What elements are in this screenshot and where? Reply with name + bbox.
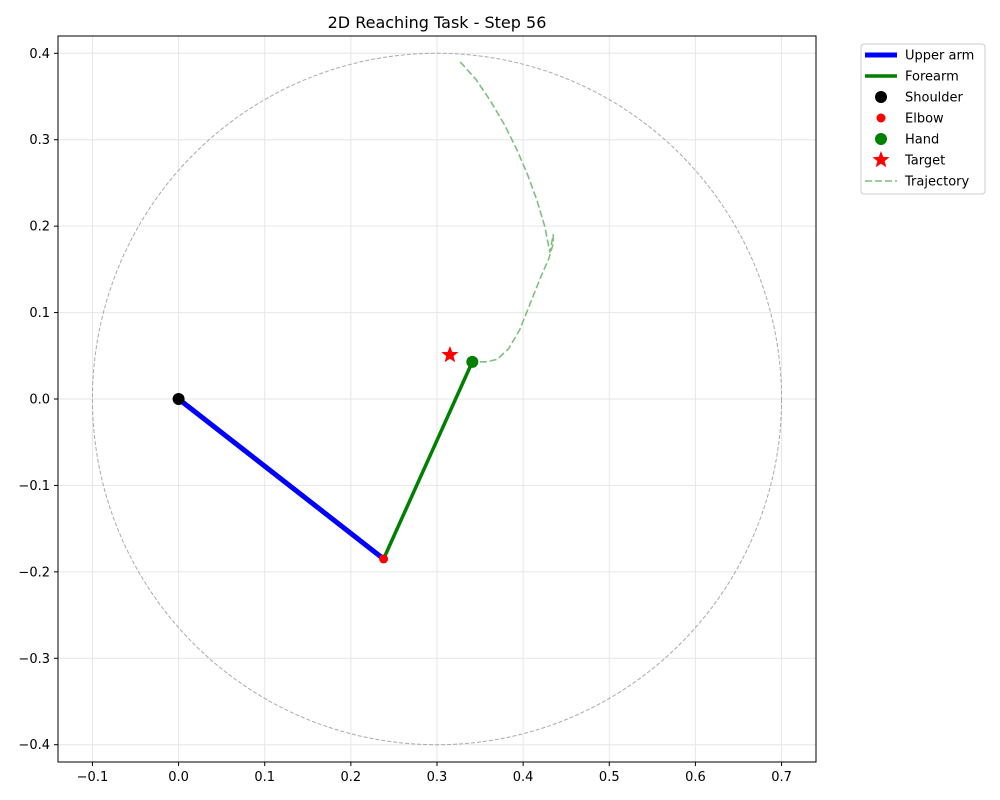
- target-marker: [441, 345, 459, 363]
- chart-title: 2D Reaching Task - Step 56: [328, 13, 547, 32]
- axis-ticks: −0.1 0.0 0.1 0.2 0.3 0.4 0.5 0.6 0.7 0.4 0.3 0.2 0.1…: [18, 47, 791, 785]
- y-tick-label: −0.3: [18, 652, 50, 667]
- x-tick-label: 0.7: [771, 770, 792, 785]
- grid: [58, 36, 816, 762]
- y-tick-label: 0.0: [29, 393, 50, 408]
- x-tick-label: 0.1: [254, 770, 275, 785]
- legend-target-swatch: [872, 151, 890, 168]
- legend-forearm-label: Forearm: [905, 70, 959, 85]
- y-tick-label: 0.4: [29, 47, 50, 62]
- workspace-circle-layer: [91, 52, 783, 746]
- y-tick-label: 0.2: [29, 220, 50, 235]
- y-tick-label: 0.3: [29, 133, 50, 148]
- y-tick-label: −0.1: [18, 479, 50, 494]
- trajectory-line: [459, 61, 555, 363]
- legend-elbow-swatch: [876, 113, 886, 123]
- legend-hand-swatch: [875, 133, 887, 145]
- x-tick-label: 0.6: [685, 770, 706, 785]
- x-tick-label: 0.0: [168, 770, 189, 785]
- y-tick-label: 0.1: [29, 306, 50, 321]
- hand-marker: [466, 355, 479, 368]
- legend-trajectory-label: Trajectory: [904, 175, 969, 190]
- legend: Upper arm Forearm Shoulder Elbow Hand Target T…: [860, 43, 986, 195]
- legend-hand-label: Hand: [905, 133, 939, 148]
- x-tick-label: 0.3: [427, 770, 448, 785]
- x-tick-label: 0.5: [599, 770, 620, 785]
- series-layer: [172, 61, 555, 564]
- legend-shoulder-swatch: [875, 91, 887, 103]
- legend-target-label: Target: [904, 154, 945, 169]
- y-tick-label: −0.2: [18, 565, 50, 580]
- x-tick-label: 0.4: [513, 770, 534, 785]
- x-tick-label: −0.1: [77, 770, 109, 785]
- shoulder-marker: [172, 393, 185, 405]
- y-tick-label: −0.4: [18, 738, 50, 753]
- elbow-marker: [379, 554, 389, 564]
- legend-box: [860, 43, 986, 195]
- forearm-line: [382, 361, 474, 560]
- upper-arm-line: [177, 397, 386, 561]
- workspace-circle: [91, 52, 783, 746]
- legend-shoulder-label: Shoulder: [905, 91, 964, 106]
- x-tick-label: 0.2: [341, 770, 362, 785]
- legend-upper-arm-label: Upper arm: [905, 49, 974, 64]
- legend-elbow-label: Elbow: [905, 112, 944, 127]
